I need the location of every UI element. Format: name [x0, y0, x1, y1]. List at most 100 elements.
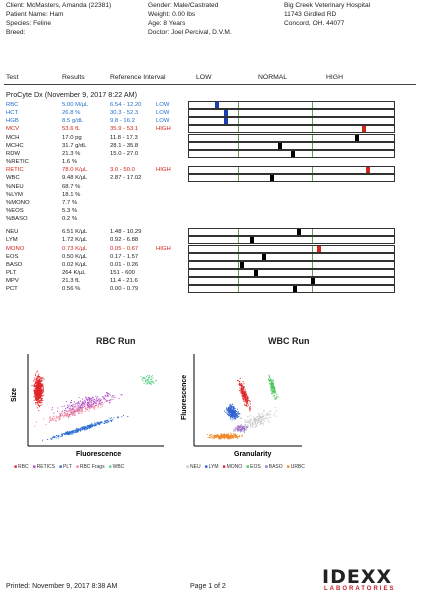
scatter-point [232, 415, 233, 417]
scatter-point [105, 395, 107, 397]
scatter-point [257, 419, 259, 421]
test-result: 9.48 K/µL [62, 175, 88, 182]
scatter-point [233, 412, 234, 413]
scatter-point [39, 390, 41, 392]
scatter-point [99, 422, 101, 424]
scatter-point [39, 379, 40, 381]
scatter-point [88, 405, 89, 407]
scatter-point [230, 417, 232, 419]
range-gauge [188, 252, 395, 261]
reference-interval: 35.9 - 53.1 [110, 126, 139, 133]
scatter-point [234, 411, 236, 413]
rbc-legend: ■RBC ■RETICS ■PLT ■RBC Frags ■WBC [14, 464, 128, 470]
scatter-point [244, 430, 245, 432]
scatter-point [76, 430, 78, 432]
test-result: 1.6 % [62, 159, 78, 166]
scatter-point [71, 405, 73, 407]
scatter-point [98, 399, 99, 401]
test-name: RDW [6, 150, 21, 157]
wbc-dots [207, 374, 279, 440]
scatter-point [239, 435, 241, 437]
scatter-point [221, 436, 223, 438]
scatter-point [252, 425, 254, 427]
scatter-point [272, 384, 273, 386]
scatter-point [111, 396, 113, 398]
test-result: 68.7 % [62, 183, 81, 190]
scatter-point [72, 411, 74, 413]
scatter-point [35, 403, 37, 405]
scatter-point [51, 437, 53, 439]
scatter-point [67, 415, 69, 417]
scatter-point [101, 401, 103, 403]
result-row: MCHC 31.7 g/dL 28.1 - 35.8 [4, 141, 418, 150]
scatter-point [94, 402, 96, 403]
test-result: 7.7 % [62, 199, 78, 206]
scatter-point [68, 433, 70, 435]
idexx-logo-sub: LABORATORIES [324, 586, 396, 592]
scatter-point [63, 416, 65, 418]
scatter-point [80, 405, 82, 407]
scatter-point [271, 386, 273, 388]
scatter-point [90, 407, 91, 408]
scatter-point [86, 399, 88, 401]
scatter-point [248, 407, 250, 409]
scatter-point [39, 383, 41, 385]
scatter-point [247, 427, 249, 428]
scatter-point [73, 411, 75, 413]
scatter-point [273, 387, 275, 389]
scatter-point [233, 406, 234, 408]
scatter-point [41, 397, 43, 399]
scatter-point [241, 435, 243, 437]
scatter-point [53, 417, 55, 419]
scatter-point [108, 421, 110, 423]
scatter-point [96, 424, 98, 426]
scatter-point [41, 389, 43, 391]
scatter-point [110, 399, 112, 401]
legend-label: EOS [250, 464, 261, 470]
scatter-point [249, 409, 251, 411]
scatter-point [37, 384, 39, 386]
scatter-point [227, 435, 229, 437]
scatter-point [41, 380, 43, 382]
scatter-point [267, 412, 269, 414]
reference-interval: 1.48 - 10.29 [110, 229, 142, 236]
scatter-point [227, 413, 229, 415]
scatter-point [55, 437, 57, 439]
scatter-point [52, 436, 54, 438]
scatter-point [115, 397, 116, 399]
scatter-point [109, 417, 111, 419]
scatter-point [247, 396, 249, 398]
scatter-point [260, 422, 262, 424]
col-test: Test [6, 74, 19, 81]
scatter-point [78, 397, 80, 398]
scatter-point [235, 415, 237, 417]
scatter-point [149, 374, 151, 376]
scatter-point [38, 375, 39, 377]
scatter-point [269, 411, 271, 412]
scatter-point [71, 402, 72, 404]
scatter-point [268, 414, 270, 416]
scatter-point [240, 389, 242, 391]
scatter-point [268, 380, 270, 382]
scatter-point [249, 418, 251, 420]
scatter-point [75, 407, 77, 409]
scatter-point [110, 401, 111, 403]
scatter-point [99, 403, 101, 405]
scatter-point [232, 417, 234, 419]
scatter-point [65, 401, 67, 403]
scatter-point [36, 378, 38, 380]
scatter-point [64, 433, 66, 434]
scatter-point [36, 388, 38, 390]
hospital-city: Concord, OH. 44077 [284, 20, 345, 27]
result-row: %RETIC 1.6 % [4, 158, 418, 166]
scatter-point [35, 386, 37, 388]
scatter-point [39, 401, 41, 403]
scatter-point [110, 417, 112, 419]
scatter-point [268, 413, 270, 414]
scatter-point [68, 417, 70, 419]
scatter-point [87, 405, 89, 407]
scatter-point [243, 383, 245, 385]
scatter-point [229, 437, 231, 439]
scatter-point [270, 379, 272, 381]
test-name: %MONO [6, 199, 30, 206]
